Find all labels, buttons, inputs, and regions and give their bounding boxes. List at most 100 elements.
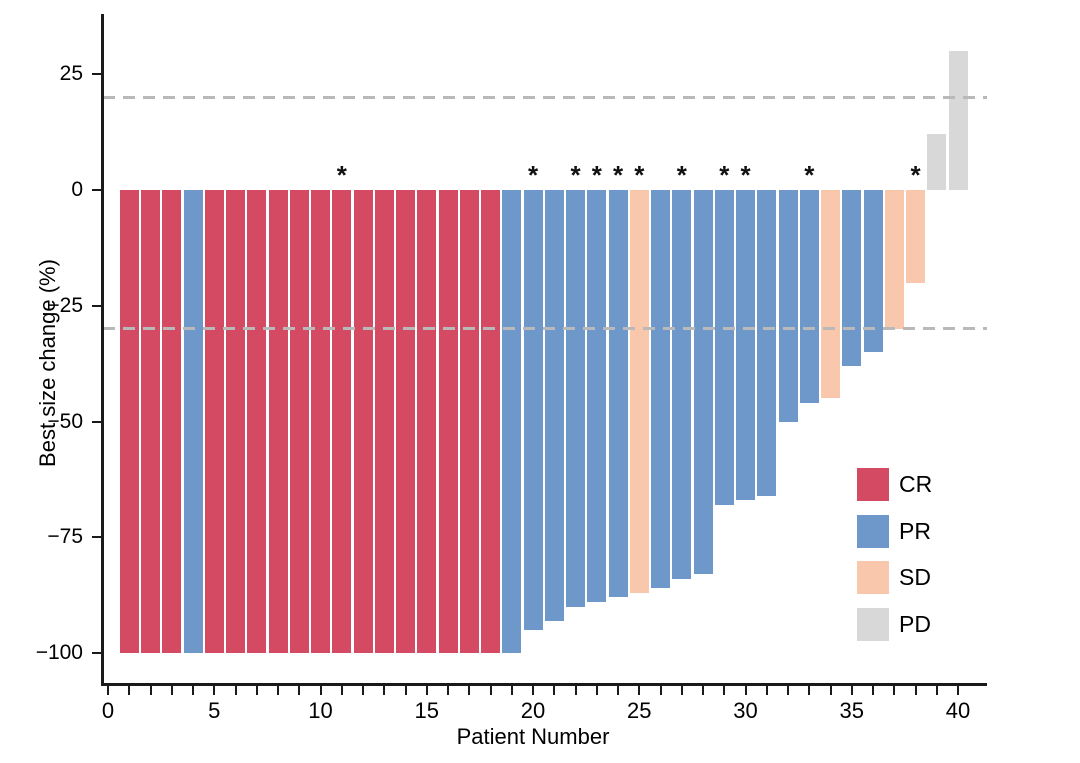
- bar-patient-39: [927, 134, 947, 190]
- y-tick--100: [92, 652, 101, 654]
- bar-patient-26: [651, 190, 670, 589]
- legend-swatch-SD: [857, 561, 889, 595]
- y-tick-label--75: −75: [47, 525, 83, 549]
- bar-patient-15: [417, 190, 437, 653]
- x-tick-label-20: 20: [520, 698, 546, 723]
- bar-patient-11: [332, 190, 352, 653]
- bar-patient-20: [523, 190, 543, 630]
- legend-swatch-PD: [857, 608, 889, 642]
- bar-patient-3: [162, 190, 182, 653]
- x-tick-12: [362, 686, 364, 695]
- bar-patient-29: [714, 190, 734, 505]
- x-tick-34: [829, 686, 832, 695]
- asterisk-patient-23: *: [591, 160, 602, 190]
- x-tick-28: [702, 686, 704, 695]
- bar-patient-18: [481, 190, 500, 653]
- bar-patient-19: [502, 190, 522, 653]
- x-tick-7: [255, 686, 258, 695]
- x-tick-label-25: 25: [627, 698, 652, 723]
- x-tick-22: [574, 686, 577, 695]
- asterisk-patient-33: *: [804, 160, 815, 190]
- bar-patient-23: [587, 190, 607, 603]
- x-tick-label-10: 10: [308, 698, 333, 723]
- legend-swatch-CR: [857, 468, 889, 501]
- x-tick-30: [744, 686, 747, 695]
- x-tick-40: [957, 686, 959, 695]
- legend-label-PR: PR: [899, 517, 931, 544]
- bar-patient-17: [459, 190, 479, 653]
- x-tick-13: [383, 686, 386, 695]
- x-tick-25: [638, 686, 641, 695]
- asterisk-patient-30: *: [740, 160, 751, 190]
- x-tick-8: [277, 686, 279, 695]
- legend-label-PD: PD: [899, 611, 931, 638]
- bar-patient-27: [672, 190, 692, 579]
- x-tick-label-35: 35: [839, 698, 864, 723]
- asterisk-patient-29: *: [719, 160, 730, 190]
- y-tick-label--100: −100: [35, 641, 83, 664]
- y-tick--50: [92, 420, 101, 423]
- asterisk-patient-22: *: [570, 160, 581, 190]
- bar-patient-40: [948, 51, 968, 190]
- bar-patient-4: [183, 190, 203, 653]
- y-tick-label-25: 25: [59, 62, 83, 86]
- y-tick-label--25: −25: [47, 293, 83, 317]
- x-tick-1: [128, 686, 131, 695]
- asterisk-patient-20: *: [527, 160, 539, 190]
- x-tick-38: [914, 686, 917, 695]
- x-tick-39: [935, 686, 938, 695]
- bar-patient-5: [204, 190, 224, 653]
- bar-patient-16: [438, 190, 458, 653]
- x-tick-20: [532, 686, 534, 695]
- x-tick-27: [680, 686, 683, 695]
- bar-patient-1: [119, 190, 139, 653]
- reference-line-20: [103, 95, 987, 99]
- x-tick-3: [170, 686, 173, 695]
- x-tick-26: [659, 686, 662, 695]
- x-tick-16: [447, 686, 449, 695]
- legend-label-CR: CR: [899, 471, 933, 497]
- x-tick-0: [107, 686, 109, 695]
- x-tick-32: [787, 686, 789, 695]
- bar-patient-24: [608, 190, 628, 598]
- x-tick-5: [213, 686, 216, 695]
- y-axis-line: [101, 14, 104, 686]
- bar-patient-9: [289, 190, 309, 653]
- bar-patient-38: [906, 190, 925, 283]
- reference-line--30: [103, 327, 987, 331]
- bar-patient-10: [311, 190, 330, 653]
- bar-patient-7: [247, 190, 267, 653]
- legend-label-SD: SD: [899, 564, 931, 591]
- x-tick-4: [192, 686, 194, 695]
- x-tick-6: [234, 686, 237, 695]
- x-tick-2: [149, 686, 152, 695]
- x-tick-29: [723, 686, 726, 695]
- bar-patient-36: [863, 190, 883, 353]
- x-tick-36: [872, 686, 874, 695]
- bar-patient-28: [693, 190, 713, 575]
- x-tick-14: [404, 686, 407, 695]
- x-tick-label-40: 40: [945, 698, 971, 723]
- x-tick-24: [617, 686, 619, 695]
- bar-patient-32: [778, 190, 798, 422]
- x-tick-label-0: 0: [101, 698, 115, 723]
- bar-patient-25: [629, 190, 649, 593]
- x-tick-9: [298, 686, 301, 695]
- asterisk-patient-24: *: [612, 160, 624, 190]
- x-tick-23: [595, 686, 598, 695]
- bar-patient-2: [141, 190, 160, 653]
- bar-patient-12: [353, 190, 373, 653]
- x-tick-21: [553, 686, 556, 695]
- x-tick-label-30: 30: [733, 698, 758, 723]
- bar-patient-6: [226, 190, 245, 653]
- x-tick-11: [340, 686, 343, 695]
- x-tick-label-5: 5: [208, 698, 221, 723]
- bar-patient-35: [842, 190, 862, 366]
- bar-patient-33: [799, 190, 819, 403]
- x-axis-line: [101, 683, 987, 686]
- bar-patient-14: [396, 190, 415, 653]
- x-axis-title: Patient Number: [456, 724, 610, 749]
- bar-patient-34: [821, 190, 840, 399]
